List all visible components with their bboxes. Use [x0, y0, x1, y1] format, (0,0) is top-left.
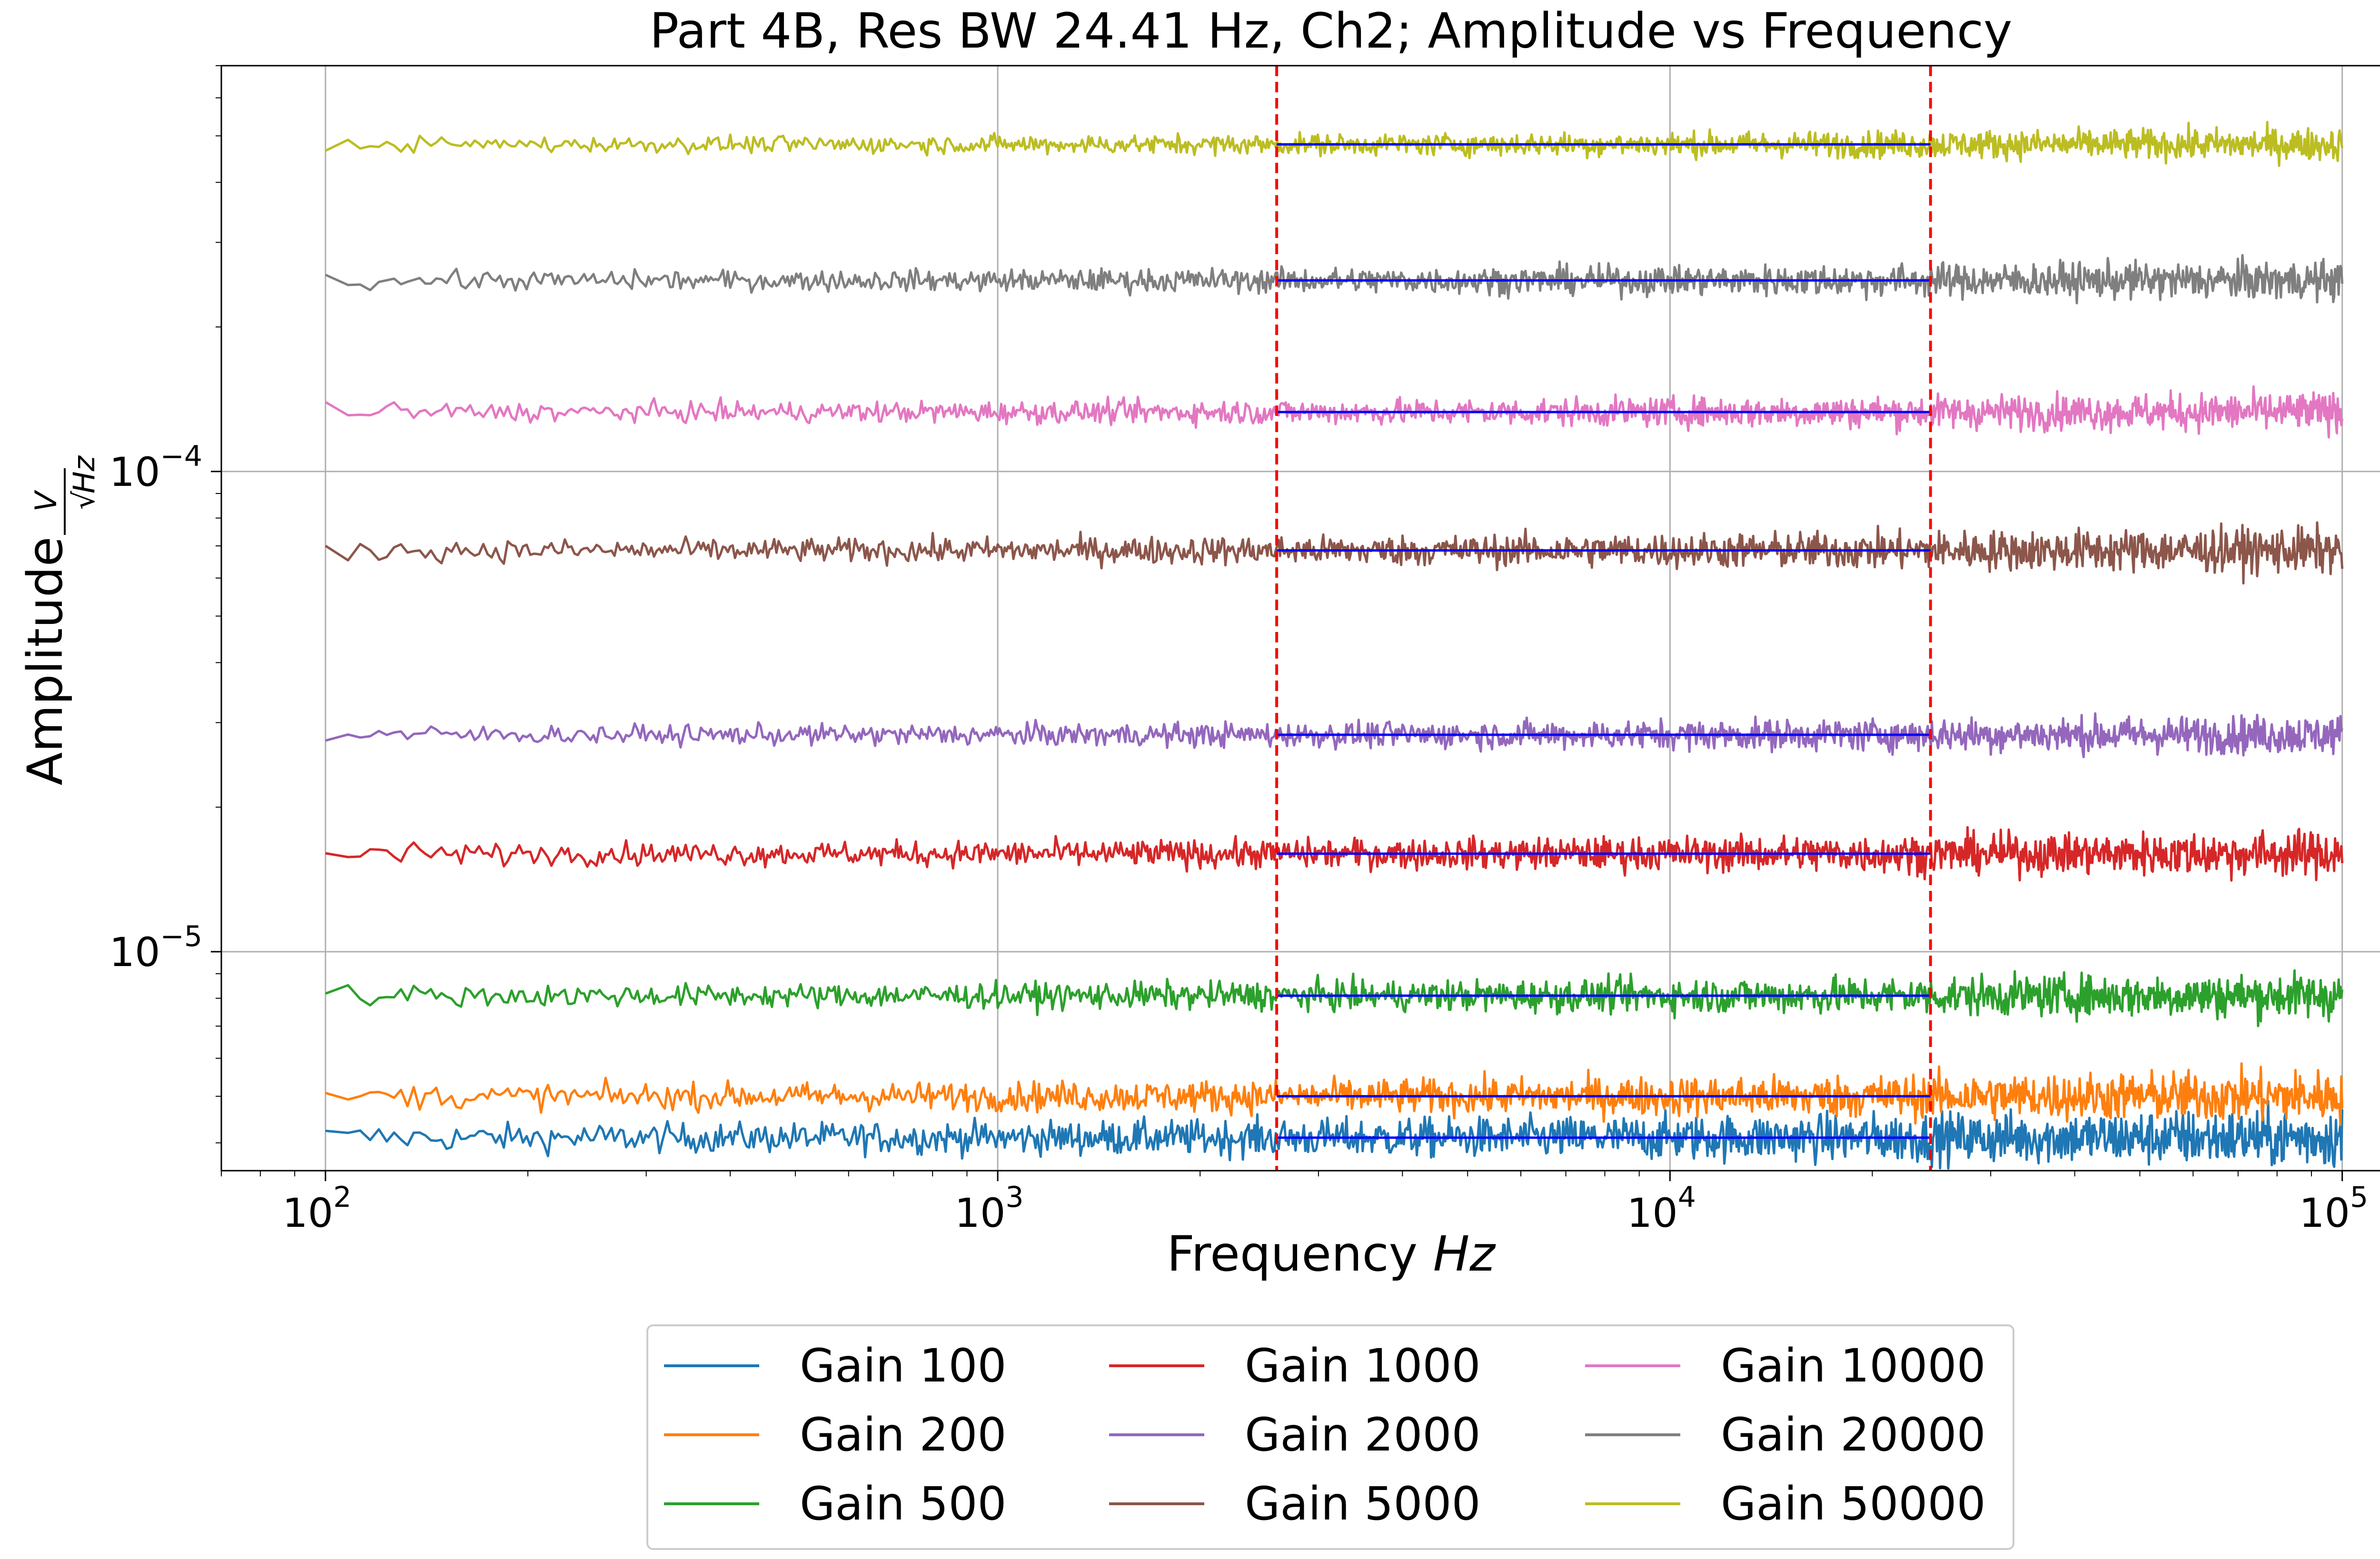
y-axis-label-text: Amplitude	[17, 537, 74, 786]
y-tick-label: 10−4	[109, 440, 202, 495]
x-tick-exponent: 2	[333, 1181, 351, 1214]
x-tick-label: 103	[955, 1181, 1024, 1236]
legend-label: Gain 20000	[1721, 1408, 1986, 1461]
x-tick-exponent: 3	[1005, 1181, 1023, 1214]
y-tick-exponent: −4	[160, 440, 202, 473]
x-tick-label: 105	[2299, 1181, 2368, 1236]
legend-label: Gain 200	[800, 1408, 1006, 1461]
legend-label: Gain 1000	[1245, 1339, 1481, 1392]
y-axis-unit-denominator: Hz	[67, 455, 101, 493]
series-line	[325, 712, 2343, 759]
x-tick-exponent: 5	[2350, 1181, 2368, 1214]
x-axis-label: Frequency Hz	[1167, 1226, 1496, 1283]
y-axis-unit-sqrt: √	[67, 491, 101, 510]
chart-title: Part 4B, Res BW 24.41 Hz, Ch2; Amplitude…	[650, 3, 2013, 59]
series-line	[325, 1062, 2344, 1126]
legend-label: Gain 10000	[1721, 1339, 1986, 1392]
legend-item: Gain 20000	[1585, 1408, 1986, 1461]
legend-label: Gain 100	[800, 1339, 1006, 1392]
legend-label: Gain 50000	[1721, 1477, 1986, 1530]
legend-label: Gain 5000	[1245, 1477, 1481, 1530]
x-axis-unit: Hz	[1433, 1226, 1497, 1283]
y-tick-base: 10	[109, 449, 160, 495]
legend-item: Gain 50000	[1585, 1477, 1986, 1530]
x-tick-base: 10	[1627, 1190, 1678, 1236]
y-axis-unit-numerator: V	[29, 489, 63, 512]
legend-item: Gain 2000	[1109, 1408, 1481, 1461]
x-tick-base: 10	[282, 1190, 333, 1236]
series-line	[325, 121, 2344, 167]
legend-box	[646, 1324, 2014, 1550]
series-layer	[325, 121, 2344, 1170]
legend-item: Gain 1000	[1109, 1339, 1481, 1392]
series-line	[325, 969, 2344, 1027]
series-line	[325, 521, 2344, 585]
legend-item: Gain 10000	[1585, 1339, 1986, 1392]
boundary-lines	[1275, 66, 1932, 1171]
x-axis-label-text: Frequency	[1167, 1226, 1418, 1283]
x-tick-base: 10	[955, 1190, 1006, 1236]
grid-lines	[221, 66, 2380, 1171]
x-tick-label: 102	[282, 1181, 351, 1236]
plot-frame	[220, 65, 2380, 1172]
x-tick-exponent: 4	[1678, 1181, 1696, 1214]
x-tick-label: 104	[1627, 1181, 1696, 1236]
series-line	[325, 385, 2344, 439]
series-line	[325, 254, 2344, 305]
legend-item: Gain 100	[664, 1339, 1006, 1392]
fit-lines	[1277, 143, 1931, 1139]
y-axis-label: Amplitude V √ Hz	[17, 455, 101, 785]
series-line	[325, 1099, 2344, 1170]
legend-item: Gain 5000	[1109, 1477, 1481, 1530]
legend: Gain 100 Gain 200 Gain 500 Gain 1000 Gain 20…	[646, 1324, 2014, 1550]
legend-label: Gain 2000	[1245, 1408, 1481, 1461]
y-tick-exponent: −5	[160, 920, 202, 953]
legend-label: Gain 500	[800, 1477, 1006, 1530]
legend-item: Gain 500	[664, 1477, 1006, 1530]
y-tick-label: 10−5	[109, 920, 202, 976]
series-line	[325, 826, 2344, 882]
x-tick-base: 10	[2299, 1190, 2350, 1236]
y-tick-base: 10	[109, 929, 160, 976]
legend-item: Gain 200	[664, 1408, 1006, 1461]
